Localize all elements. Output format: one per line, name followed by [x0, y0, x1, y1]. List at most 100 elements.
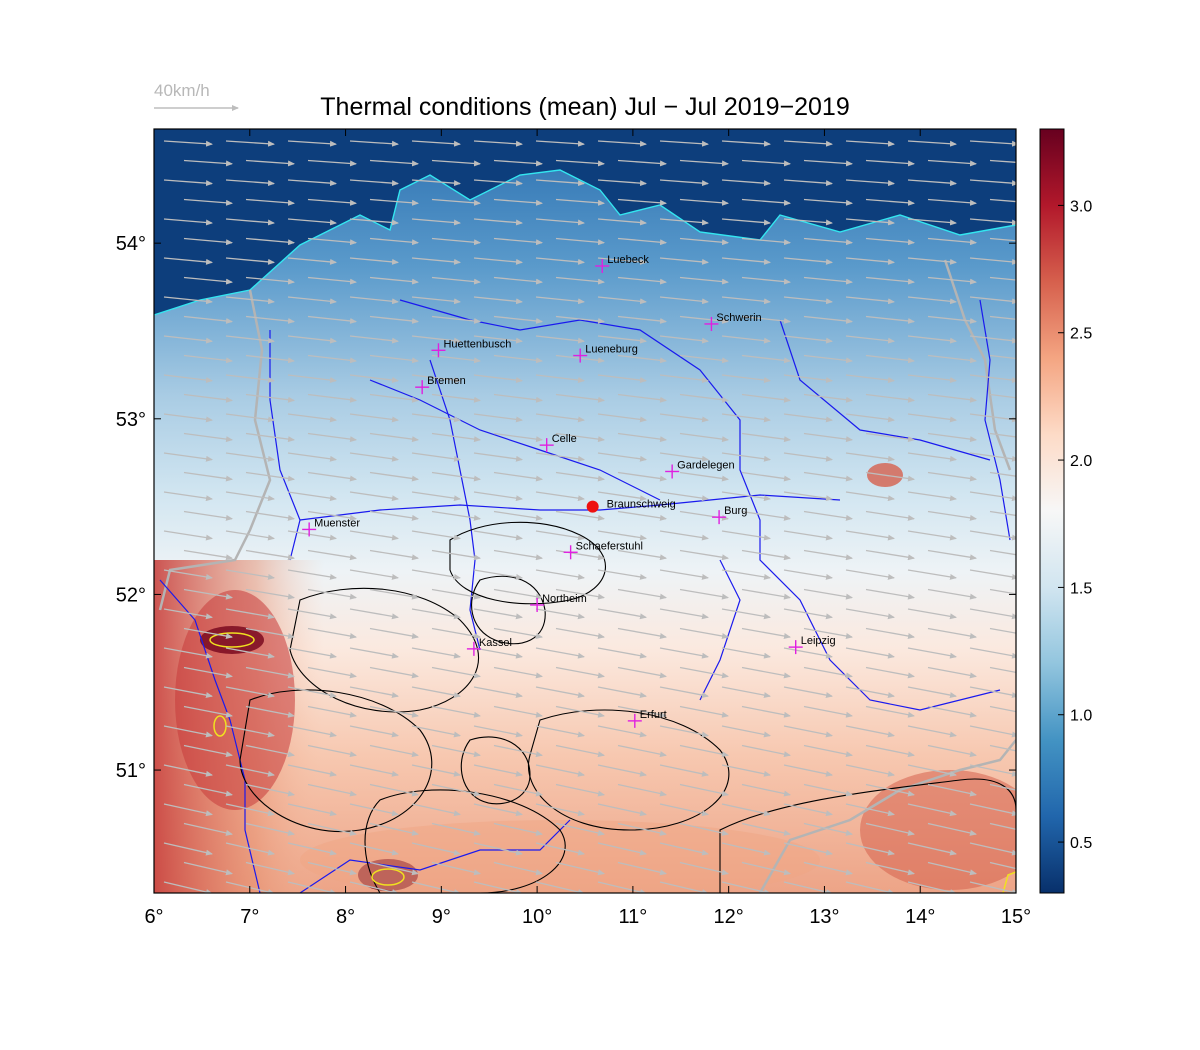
wind-arrow: [597, 608, 647, 620]
wind-arrow: [617, 393, 667, 403]
wind-arrow: [245, 432, 295, 443]
wind-arrow: [535, 140, 585, 147]
wind-arrow: [411, 491, 461, 502]
wind-arrow: [183, 705, 233, 718]
city-label: Bremen: [427, 375, 466, 387]
wind-arrow: [411, 530, 461, 541]
wind-arrow: [679, 744, 729, 758]
colorbar-tick-label: 2.0: [1070, 453, 1092, 470]
wind-arrow: [969, 218, 1016, 226]
high-contour-4: [1002, 871, 1016, 893]
wind-arrow: [163, 491, 213, 502]
wind-arrow: [659, 881, 709, 893]
wind-arrow: [245, 354, 295, 364]
wind-arrow: [803, 354, 853, 364]
wind-arrow: [555, 627, 605, 639]
wind-arrow: [225, 374, 275, 384]
wind-arrow: [287, 686, 337, 699]
wind-arrow: [431, 744, 481, 758]
wind-arrow: [245, 159, 295, 167]
wind-arrow: [411, 413, 461, 423]
wind-arrow: [555, 822, 605, 836]
wind-arrow: [783, 530, 833, 541]
wind-arrow: [163, 647, 213, 659]
wind-arrow: [617, 588, 667, 600]
wind-arrow: [969, 491, 1016, 502]
wind-arrow: [411, 725, 461, 738]
river-saale: [699, 559, 741, 701]
contour-upland-1: [289, 587, 480, 713]
river-mittelland: [299, 494, 841, 521]
wind-arrow: [679, 705, 729, 718]
wind-arrow: [907, 296, 957, 305]
wind-arrow: [721, 842, 771, 856]
wind-arrow: [287, 179, 337, 187]
city-erfurt: Erfurt: [627, 709, 667, 728]
wind-arrow: [493, 861, 543, 876]
wind-arrow: [845, 296, 895, 305]
wind-arrow: [927, 276, 977, 285]
wind-arrow: [473, 764, 523, 777]
wind-arrow: [803, 510, 853, 521]
wind-arrow: [907, 647, 957, 659]
wind-arrow: [907, 569, 957, 580]
wind-arrow: [349, 491, 399, 502]
wind-arrow: [225, 569, 275, 580]
wind-arrow: [741, 510, 791, 521]
wind-arrow: [865, 432, 915, 443]
wind-arrow: [803, 822, 853, 836]
wind-arrow: [473, 803, 523, 817]
wind-arrow: [741, 315, 791, 324]
wind-arrow: [989, 354, 1016, 360]
wind-arrow: [741, 159, 791, 167]
wind-arrow: [617, 510, 667, 521]
wind-arrow: [163, 296, 213, 305]
wind-arrow: [865, 159, 915, 167]
wind-arrow: [989, 237, 1016, 242]
wind-arrow: [845, 842, 895, 856]
wind-arrow: [245, 588, 295, 600]
wind-arrow: [845, 764, 895, 777]
wind-arrow: [617, 822, 667, 836]
wind-arrow: [493, 432, 543, 443]
wind-arrow: [845, 530, 895, 541]
wind-arrow: [287, 725, 337, 738]
wind-arrow: [163, 686, 213, 699]
wind-arrow: [845, 881, 895, 893]
wind-arrow: [307, 276, 357, 285]
wind-arrow: [617, 159, 667, 167]
wind-arrow: [659, 140, 709, 147]
wind-arrow: [597, 491, 647, 502]
wind-arrow: [349, 764, 399, 777]
wind-arrow: [411, 764, 461, 777]
wind-arrow: [597, 452, 647, 462]
wind-arrow: [659, 374, 709, 384]
wind-arrow: [307, 783, 357, 797]
river-havel: [779, 319, 991, 461]
river-oder: [979, 299, 1011, 541]
wind-arrow: [183, 588, 233, 600]
wind-arrow: [803, 471, 853, 482]
wind-arrow: [783, 647, 833, 659]
wind-arrow: [307, 666, 357, 679]
wind-arrow: [535, 803, 585, 817]
wind-arrow: [783, 725, 833, 738]
wind-arrow: [535, 296, 585, 305]
wind-arrow: [989, 393, 1016, 399]
wind-arrow: [969, 257, 1016, 265]
wind-arrow: [183, 276, 233, 285]
wind-arrow: [555, 393, 605, 403]
x-tick-label: 12°: [714, 906, 744, 928]
wind-arrow: [431, 471, 481, 482]
wind-arrow: [431, 666, 481, 679]
wind-arrow: [163, 725, 213, 738]
wind-arrow: [865, 354, 915, 364]
wind-arrow: [865, 744, 915, 758]
wind-arrow: [969, 647, 1016, 659]
wind-arrow: [225, 608, 275, 620]
wind-arrow: [349, 725, 399, 738]
wind-arrow: [783, 842, 833, 856]
wind-arrow: [493, 627, 543, 639]
wind-arrow: [535, 335, 585, 344]
